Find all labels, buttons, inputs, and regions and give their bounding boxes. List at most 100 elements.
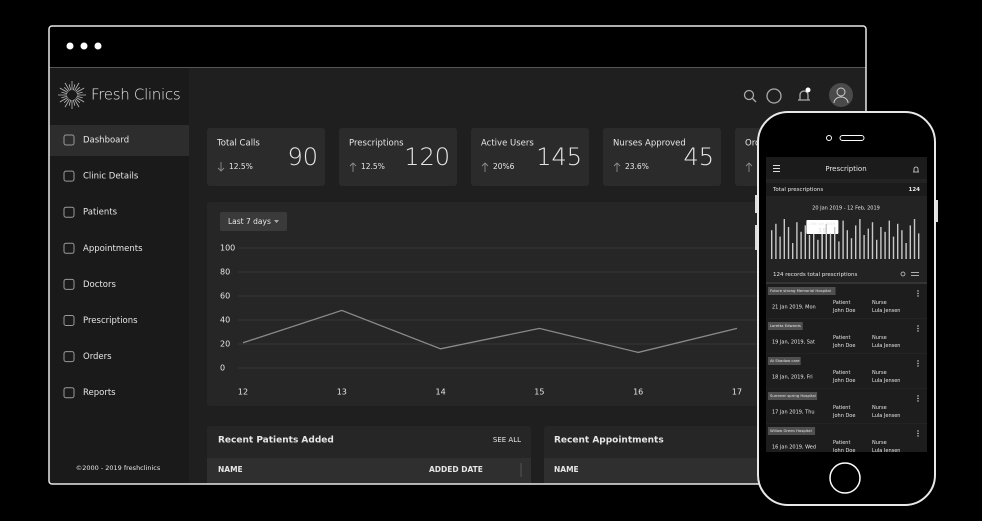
nurse-label: Nurse (872, 440, 887, 446)
nav-icon (63, 351, 75, 363)
filter-icon[interactable] (911, 272, 919, 276)
help-icon[interactable] (766, 88, 782, 104)
notification-dot (805, 87, 811, 93)
logo-ray (75, 98, 81, 104)
logo-ray (76, 87, 85, 93)
bar (817, 239, 819, 259)
stat-arrow (217, 162, 225, 172)
nav-icon (63, 170, 75, 182)
patient-name: John Doe (832, 308, 855, 314)
item-date: 16 Jan 2019, Wed (772, 445, 816, 451)
phone-speaker (839, 135, 865, 141)
column-header: ADDED DATE (429, 465, 483, 474)
stat-label: Active Users (481, 139, 534, 149)
bar (884, 231, 886, 259)
nav-item[interactable]: Clinic Details (83, 172, 139, 182)
panel-action[interactable]: SEE ALL (493, 436, 521, 444)
bar (783, 219, 785, 259)
more-dot (917, 295, 919, 297)
stat-card (207, 128, 325, 186)
more-dot (917, 430, 919, 432)
logo-ray (75, 86, 81, 92)
bar (792, 243, 794, 259)
bar (913, 219, 916, 259)
logo-ray (68, 84, 72, 91)
more-dot (917, 397, 919, 400)
window-dot (80, 42, 88, 50)
stat-label: Total Calls (216, 139, 260, 149)
patient-name: John Doe (832, 343, 855, 349)
y-tick-label: 80 (220, 268, 230, 277)
place-tag (768, 427, 816, 435)
bar (863, 235, 865, 259)
patient-label: Patient (833, 370, 850, 376)
logo-ray (59, 97, 68, 103)
phone-screen-content: Prescription Total prescriptions 124 20 Jan… (766, 157, 927, 452)
title-bar (49, 26, 866, 68)
filter-label[interactable]: Last 7 days (228, 217, 271, 226)
x-tick-label: 13 (337, 388, 347, 397)
filter-dropdown[interactable] (220, 212, 287, 231)
bar (779, 236, 781, 259)
nurse-name: Lula Jensen (872, 343, 900, 349)
nurse-label: Nurse (872, 370, 887, 376)
stat-value: 145 (536, 143, 582, 171)
nav-item[interactable]: Patients (83, 208, 118, 218)
brand: Fresh Clinics (91, 86, 180, 104)
nav-item[interactable]: Reports (83, 388, 116, 398)
phone: Prescription Total prescriptions 124 20 Jan… (755, 111, 938, 506)
logo-ray (72, 84, 76, 91)
panel-title: Recent Appointments (554, 436, 664, 446)
more-dot (917, 325, 919, 327)
more-dot (917, 360, 919, 362)
stat-arrow (481, 162, 489, 172)
records-label: 124 records total prescriptions (773, 272, 857, 278)
app-header (766, 157, 927, 179)
y-tick-label: 60 (220, 292, 230, 301)
tooltip (806, 220, 839, 234)
nav-icon (63, 206, 75, 218)
search-icon[interactable] (743, 89, 755, 101)
patient-label: Patient (833, 405, 850, 411)
nav-item[interactable]: Dashboard (83, 136, 129, 146)
chart-panel (207, 202, 807, 406)
place-tag (768, 287, 836, 295)
nav-icon (63, 278, 75, 290)
patient-label: Patient (833, 300, 850, 306)
stat-change: 20%6 (493, 162, 515, 171)
nurse-name: Lula Jensen (872, 308, 900, 314)
phone-home-button[interactable] (829, 462, 861, 494)
phone-button (935, 200, 938, 222)
stat-arrow (745, 162, 753, 172)
bar (867, 228, 869, 259)
logo-ray (76, 95, 83, 99)
phone-button (755, 195, 758, 213)
avatar[interactable] (829, 83, 853, 107)
patient-name: John Doe (832, 378, 855, 384)
more-dot (917, 292, 919, 295)
logo-ray (76, 91, 83, 95)
tooltip-label: 20th Jan, 2019 (810, 222, 836, 226)
search-icon[interactable] (900, 271, 906, 277)
nav-item[interactable]: Orders (83, 352, 112, 362)
logo-ray (76, 97, 85, 103)
app-title: Prescription (825, 165, 866, 173)
chart-title: 20 Jan 2019 - 12 Feb, 2019 (812, 206, 880, 212)
bar (787, 227, 790, 259)
bar (909, 225, 911, 259)
bar (901, 230, 903, 259)
nav-item[interactable]: Appointments (83, 244, 143, 254)
item-date: 21 Jan 2019, Mon (772, 305, 816, 311)
bell-icon[interactable] (913, 166, 919, 173)
bar (829, 233, 832, 259)
nav-icon (63, 315, 75, 326)
bell-icon[interactable] (798, 90, 810, 101)
header-icons (743, 88, 810, 104)
total-value: 124 (909, 187, 921, 193)
place-tag-label: Loretta Edwards (770, 323, 801, 328)
nav-item[interactable]: Doctors (83, 280, 116, 290)
nav-item[interactable]: Prescriptions (83, 316, 138, 326)
x-tick-label: 12 (238, 388, 248, 397)
item-date: 18 Jan, 2019, Fri (772, 375, 813, 381)
